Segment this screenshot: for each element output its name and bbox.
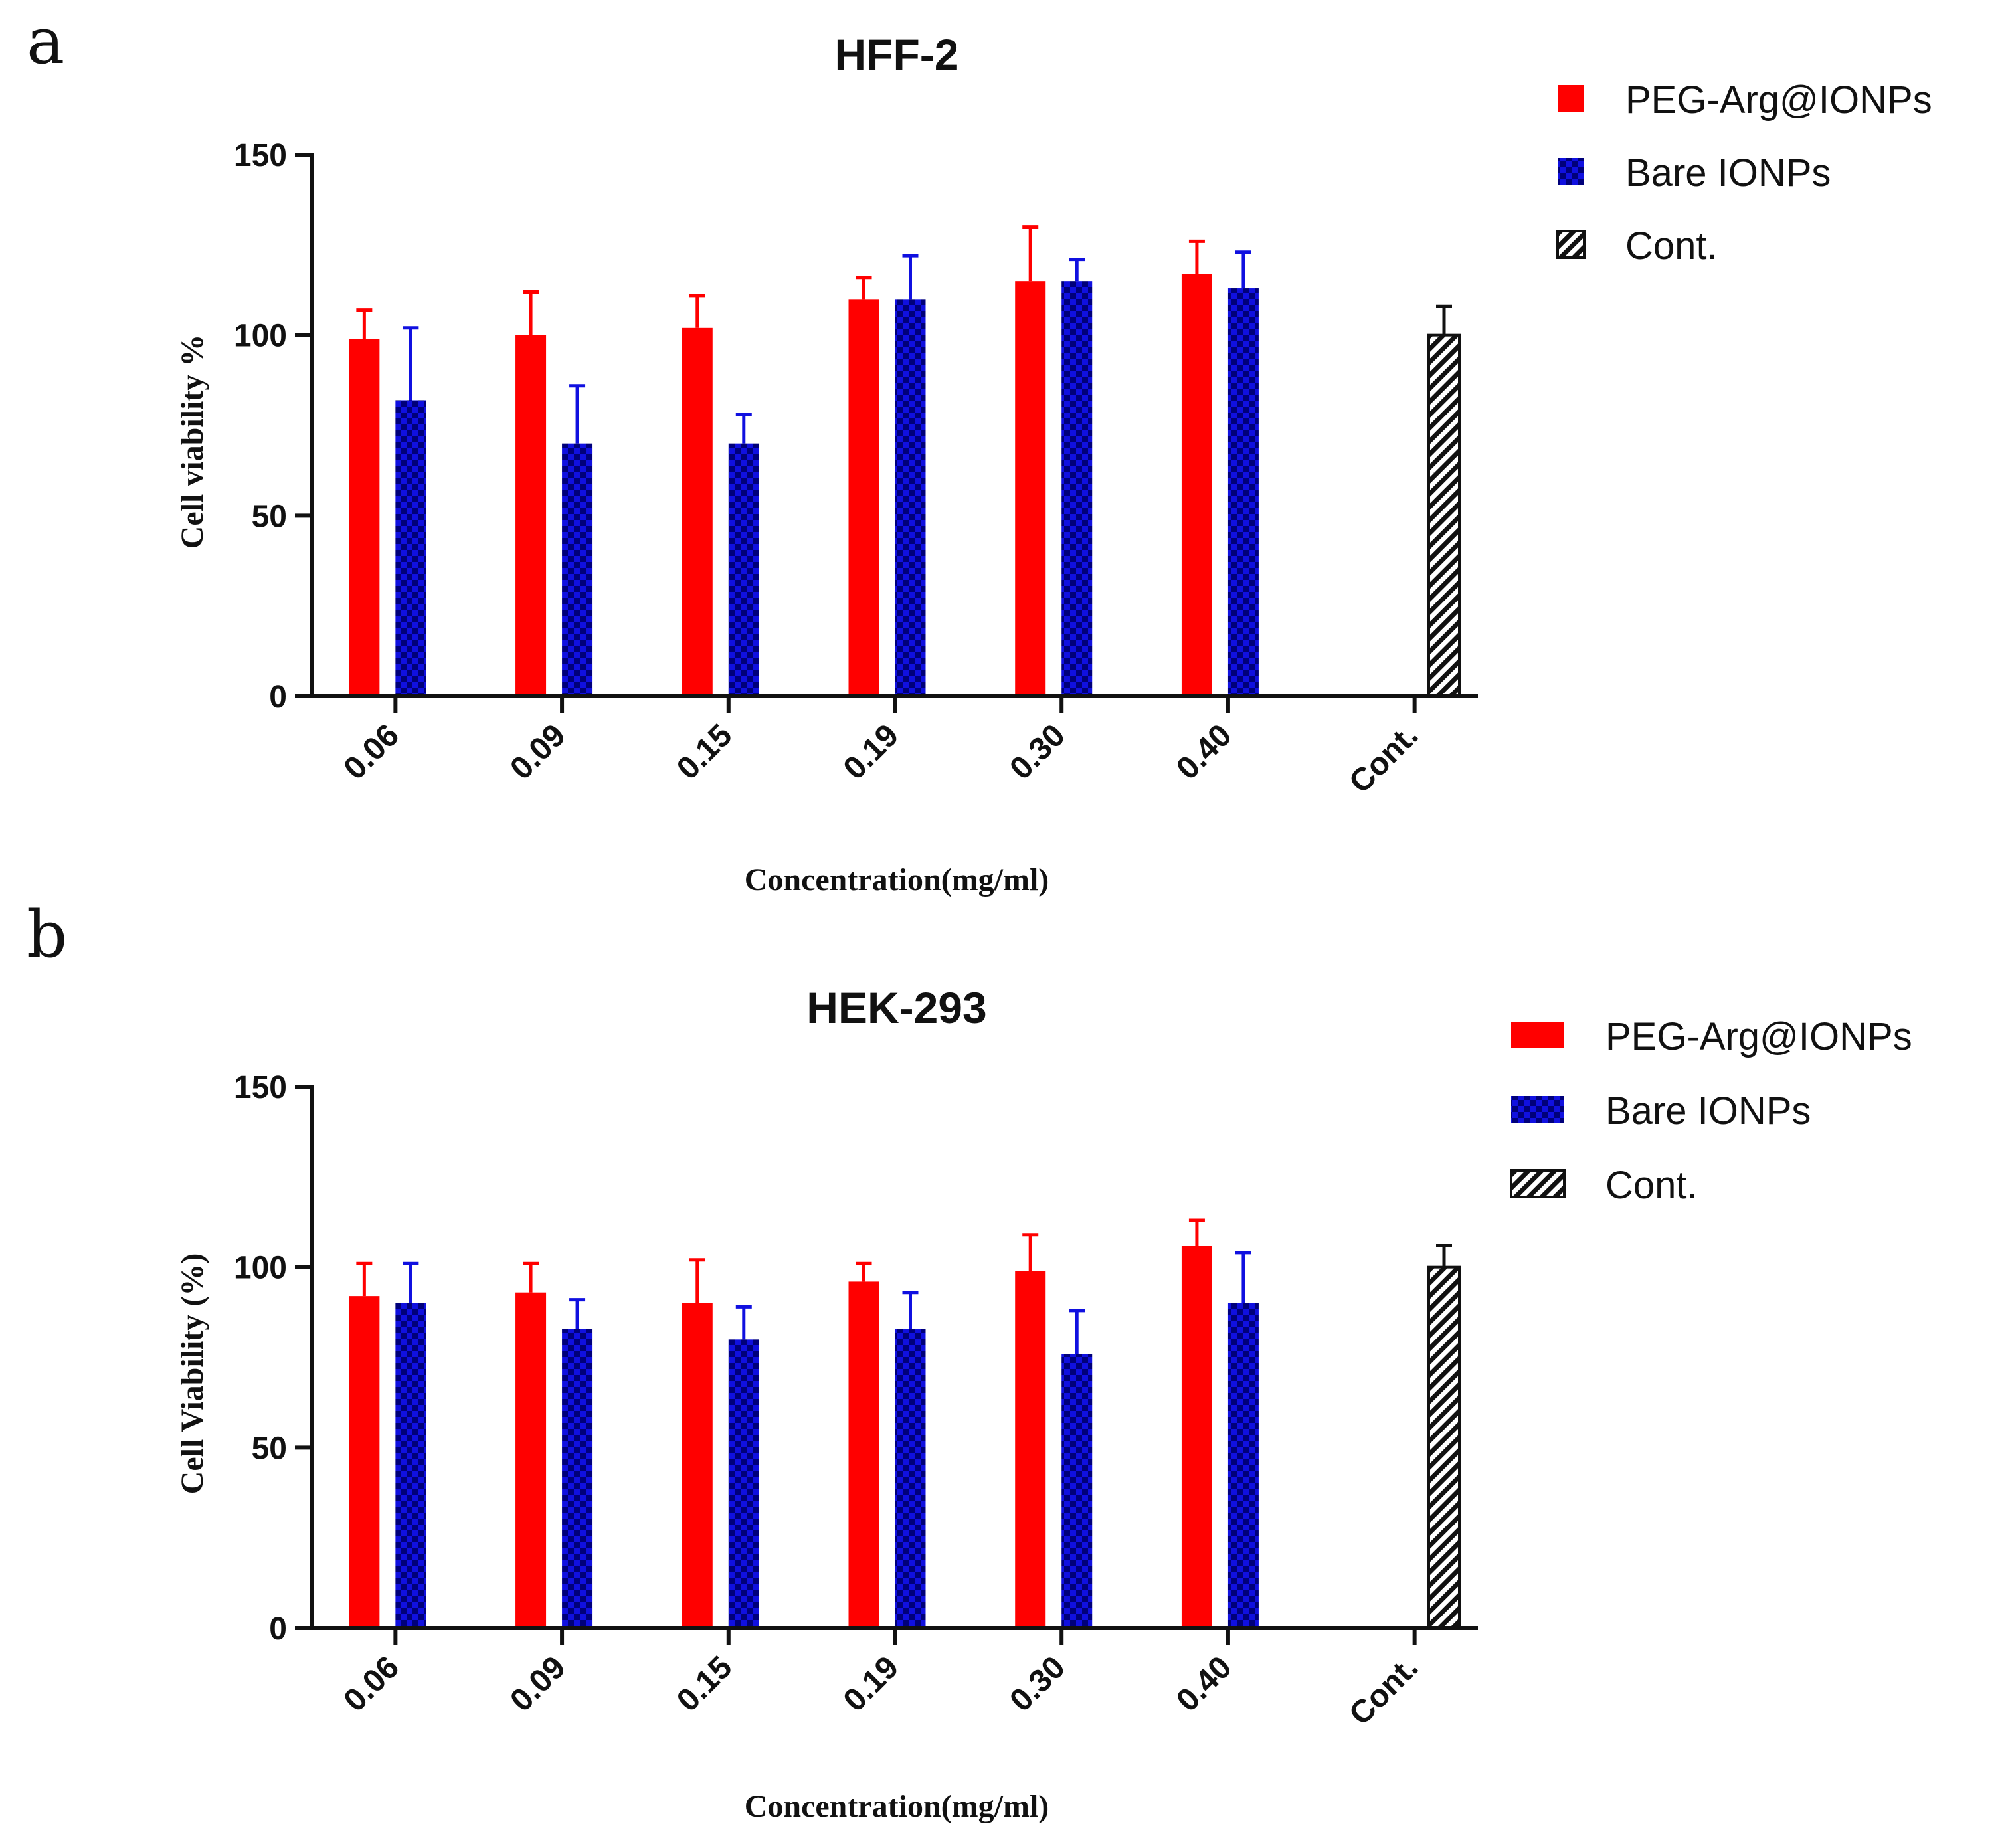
legend-swatch-bare [1511,1096,1564,1123]
x-tick-label: 0.06 [337,717,407,786]
bar-peg-0-40 [1181,1246,1212,1628]
legend-label-bare: Bare IONPs [1605,1089,1811,1133]
y-tick-label: 0 [269,1612,287,1647]
legend-label-cont: Cont. [1605,1164,1698,1207]
bar-peg-0-09 [515,1292,547,1628]
bar-peg-0-19 [848,299,879,696]
panel-label-b: b [27,897,67,972]
bar-bare-0-15 [728,1339,759,1628]
bar-bare-0-09 [562,1329,593,1628]
legend-swatch-cont [1556,230,1586,259]
legend-label-peg: PEG-Arg@IONPs [1605,1015,1912,1058]
x-tick-label: 0.19 [837,717,906,786]
x-tick-label: 0.40 [1170,717,1239,786]
bar-peg-0-40 [1181,274,1212,696]
bar-bare-0-30 [1061,1354,1093,1628]
y-ticks-a: 0 50 100 150 [234,138,312,715]
bar-bare-0-15 [728,443,759,696]
legend-a: PEG-Arg@IONPs Bare IONPs Cont. [1556,78,1932,268]
y-axis-title-b: Cell Viability (%) [175,1253,210,1495]
legend-label-bare: Bare IONPs [1625,151,1831,195]
legend-swatch-peg [1511,1022,1564,1048]
x-tick-label: 0.09 [503,717,573,786]
chart-title-a: HFF-2 [835,30,959,79]
bar-cont-cont- [1427,1265,1461,1629]
y-tick-label: 150 [234,138,287,173]
bar-bare-0-19 [895,1329,926,1628]
y-tick-label: 50 [252,1431,287,1466]
bars-a [349,225,1461,697]
x-tick-labels-a: 0.06 0.09 0.15 0.19 0.30 0.40 Cont. [337,696,1425,800]
axes-a [310,153,1478,698]
bar-bare-0-19 [895,299,926,696]
x-axis-title-b: Concentration(mg/ml) [745,1789,1049,1824]
bar-bare-0-40 [1227,288,1259,696]
x-tick-label: 0.30 [1003,1649,1072,1718]
panel-b: b HEK-293 Cell Viability (%) Concentrati… [27,897,1912,1824]
bar-cont-cont- [1427,333,1461,697]
bar-peg-0-09 [515,335,547,697]
legend-swatch-peg [1558,85,1584,112]
bar-peg-0-15 [682,1303,713,1628]
x-tick-label: 0.09 [503,1649,573,1718]
bar-peg-0-06 [349,339,380,697]
y-tick-label: 100 [234,1251,287,1286]
bar-peg-0-30 [1015,281,1046,697]
y-tick-label: 50 [252,499,287,534]
bar-bare-0-40 [1227,1303,1259,1628]
y-tick-label: 150 [234,1070,287,1105]
panel-label-a: a [27,4,64,78]
x-tick-labels-b: 0.06 0.09 0.15 0.19 0.30 0.40 Cont. [337,1628,1425,1732]
bar-bare-0-06 [395,400,426,696]
y-tick-label: 100 [234,319,287,354]
bar-bare-0-06 [395,1303,426,1628]
x-tick-label: 0.15 [670,717,739,786]
y-tick-label: 0 [269,680,287,715]
chart-title-b: HEK-293 [806,983,986,1032]
x-tick-label: Cont. [1342,1649,1425,1732]
x-axis-title-a: Concentration(mg/ml) [745,862,1049,897]
legend-label-cont: Cont. [1625,225,1718,268]
x-tick-label: 0.19 [837,1649,906,1718]
legend-b: PEG-Arg@IONPs Bare IONPs Cont. [1510,1015,1912,1207]
x-tick-label: 0.06 [337,1649,407,1718]
bar-peg-0-15 [682,327,713,696]
bar-bare-0-30 [1061,281,1093,697]
legend-label-peg: PEG-Arg@IONPs [1625,78,1932,122]
x-tick-label: 0.40 [1170,1649,1239,1718]
panel-a: a HFF-2 Cell viability % Concentration(m… [27,4,1932,897]
x-tick-label: 0.15 [670,1649,739,1718]
y-ticks-b: 0 50 100 150 [234,1070,312,1647]
legend-swatch-bare [1558,158,1584,185]
bar-bare-0-09 [562,443,593,696]
x-tick-label: Cont. [1342,717,1425,800]
bar-peg-0-19 [848,1281,879,1628]
bar-peg-0-30 [1015,1271,1046,1628]
bar-peg-0-06 [349,1296,380,1628]
bars-b [349,1218,1461,1629]
axes-b [310,1085,1478,1630]
y-axis-title-a: Cell viability % [175,335,210,549]
x-tick-label: 0.30 [1003,717,1072,786]
legend-swatch-cont [1510,1169,1566,1198]
